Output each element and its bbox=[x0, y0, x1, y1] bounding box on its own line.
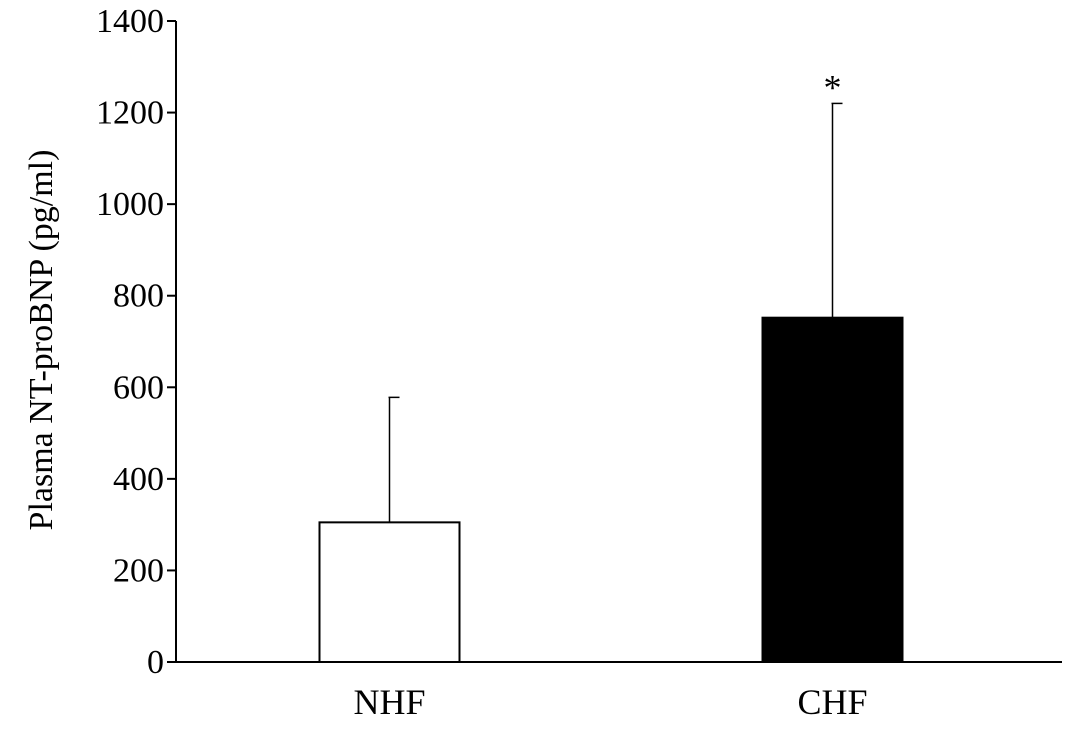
x-axis-labels: NHF CHF bbox=[353, 682, 867, 722]
y-tick-label: 0 bbox=[147, 644, 164, 681]
plot-area: * bbox=[318, 67, 904, 663]
y-tick-label: 1000 bbox=[96, 186, 164, 223]
significance-asterisk: * bbox=[824, 67, 842, 107]
y-tick-label: 400 bbox=[113, 461, 164, 498]
y-tick-label: 1400 bbox=[96, 3, 164, 40]
x-category-label: NHF bbox=[353, 682, 425, 722]
y-tick-label: 200 bbox=[113, 552, 164, 589]
y-axis-title: Plasma NT-proBNP (pg/ml) bbox=[23, 150, 60, 531]
x-category-label: CHF bbox=[797, 682, 867, 722]
y-tick-label: 1200 bbox=[96, 95, 164, 132]
y-tick-label: 800 bbox=[113, 278, 164, 315]
bar-nhf bbox=[318, 521, 461, 663]
y-axis-ticks: 0 200 400 600 800 1000 1200 1400 bbox=[96, 3, 176, 681]
bar-chf bbox=[761, 316, 904, 663]
y-tick-label: 600 bbox=[113, 369, 164, 406]
